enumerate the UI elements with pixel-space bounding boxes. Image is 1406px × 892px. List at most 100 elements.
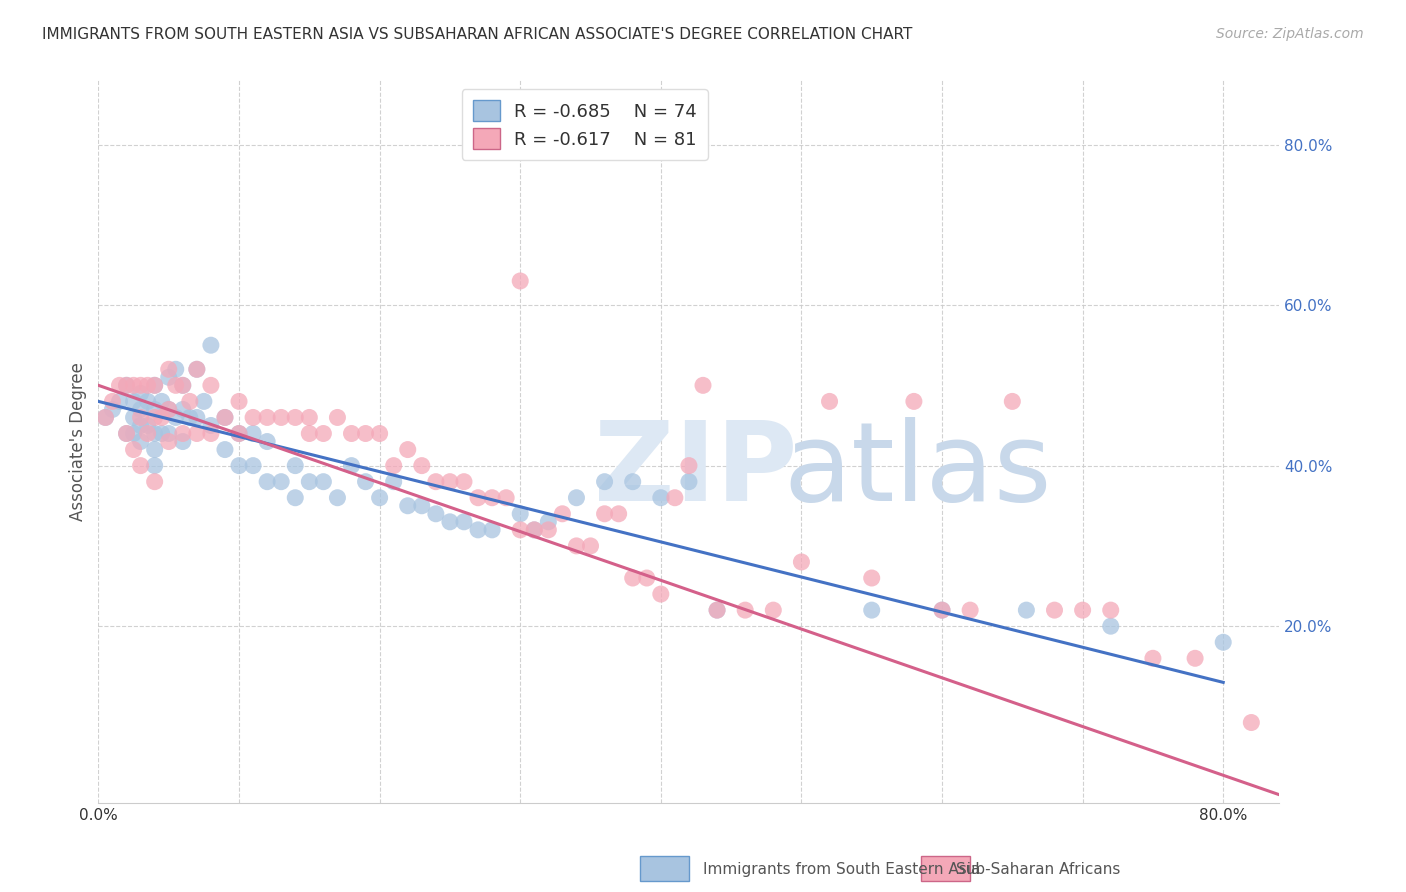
- Point: [186, 426, 208, 441]
- Point: [284, 491, 307, 505]
- Point: [439, 475, 461, 489]
- Point: [706, 603, 728, 617]
- Point: [621, 475, 644, 489]
- Point: [270, 475, 292, 489]
- Point: [157, 362, 180, 376]
- Point: [172, 426, 194, 441]
- Point: [706, 603, 728, 617]
- Point: [425, 475, 447, 489]
- Point: [340, 458, 363, 473]
- Point: [165, 410, 187, 425]
- Point: [143, 402, 166, 417]
- Point: [129, 434, 152, 449]
- Point: [1043, 603, 1066, 617]
- Point: [636, 571, 658, 585]
- Point: [509, 523, 531, 537]
- Point: [186, 410, 208, 425]
- Point: [439, 515, 461, 529]
- Point: [467, 491, 489, 505]
- Point: [129, 386, 152, 401]
- Point: [298, 426, 321, 441]
- Point: [101, 394, 124, 409]
- Point: [214, 410, 236, 425]
- Point: [94, 410, 117, 425]
- Point: [396, 442, 419, 457]
- Point: [256, 434, 278, 449]
- Point: [115, 378, 138, 392]
- Point: [129, 402, 152, 417]
- Point: [136, 394, 159, 409]
- Point: [411, 458, 433, 473]
- Point: [298, 410, 321, 425]
- Point: [179, 410, 201, 425]
- Point: [165, 378, 187, 392]
- Y-axis label: Associate's Degree: Associate's Degree: [69, 362, 87, 521]
- Point: [129, 458, 152, 473]
- Point: [692, 378, 714, 392]
- Point: [1015, 603, 1038, 617]
- Point: [382, 458, 405, 473]
- Point: [551, 507, 574, 521]
- Point: [193, 394, 215, 409]
- Point: [453, 475, 475, 489]
- Point: [1071, 603, 1094, 617]
- Point: [129, 410, 152, 425]
- Point: [157, 402, 180, 417]
- Point: [903, 394, 925, 409]
- Point: [537, 523, 560, 537]
- Point: [200, 418, 222, 433]
- Point: [1240, 715, 1263, 730]
- Point: [1142, 651, 1164, 665]
- Point: [621, 571, 644, 585]
- Point: [537, 515, 560, 529]
- Point: [1184, 651, 1206, 665]
- Point: [165, 362, 187, 376]
- Point: [143, 378, 166, 392]
- Point: [129, 378, 152, 392]
- Point: [256, 410, 278, 425]
- Point: [150, 426, 173, 441]
- Point: [354, 475, 377, 489]
- Legend: R = -0.685    N = 74, R = -0.617    N = 81: R = -0.685 N = 74, R = -0.617 N = 81: [461, 89, 707, 160]
- Point: [242, 410, 264, 425]
- Point: [122, 378, 145, 392]
- Point: [523, 523, 546, 537]
- Point: [122, 410, 145, 425]
- Point: [150, 410, 173, 425]
- Point: [523, 523, 546, 537]
- Point: [1099, 603, 1122, 617]
- Point: [172, 378, 194, 392]
- Point: [579, 539, 602, 553]
- Point: [931, 603, 953, 617]
- Point: [157, 402, 180, 417]
- Point: [94, 410, 117, 425]
- Point: [762, 603, 785, 617]
- Point: [242, 426, 264, 441]
- Point: [108, 394, 131, 409]
- Point: [228, 394, 250, 409]
- Text: IMMIGRANTS FROM SOUTH EASTERN ASIA VS SUBSAHARAN AFRICAN ASSOCIATE'S DEGREE CORR: IMMIGRANTS FROM SOUTH EASTERN ASIA VS SU…: [42, 27, 912, 42]
- Point: [228, 426, 250, 441]
- Point: [495, 491, 517, 505]
- Point: [101, 402, 124, 417]
- Point: [368, 426, 391, 441]
- Point: [284, 410, 307, 425]
- Point: [136, 426, 159, 441]
- Point: [1001, 394, 1024, 409]
- Point: [136, 378, 159, 392]
- Point: [284, 458, 307, 473]
- Point: [143, 410, 166, 425]
- Point: [650, 491, 672, 505]
- Point: [200, 338, 222, 352]
- Point: [509, 274, 531, 288]
- Text: Source: ZipAtlas.com: Source: ZipAtlas.com: [1216, 27, 1364, 41]
- Point: [157, 434, 180, 449]
- Point: [200, 378, 222, 392]
- Point: [122, 394, 145, 409]
- Point: [122, 442, 145, 457]
- Point: [143, 458, 166, 473]
- Point: [453, 515, 475, 529]
- Point: [143, 426, 166, 441]
- Point: [143, 475, 166, 489]
- Point: [326, 410, 349, 425]
